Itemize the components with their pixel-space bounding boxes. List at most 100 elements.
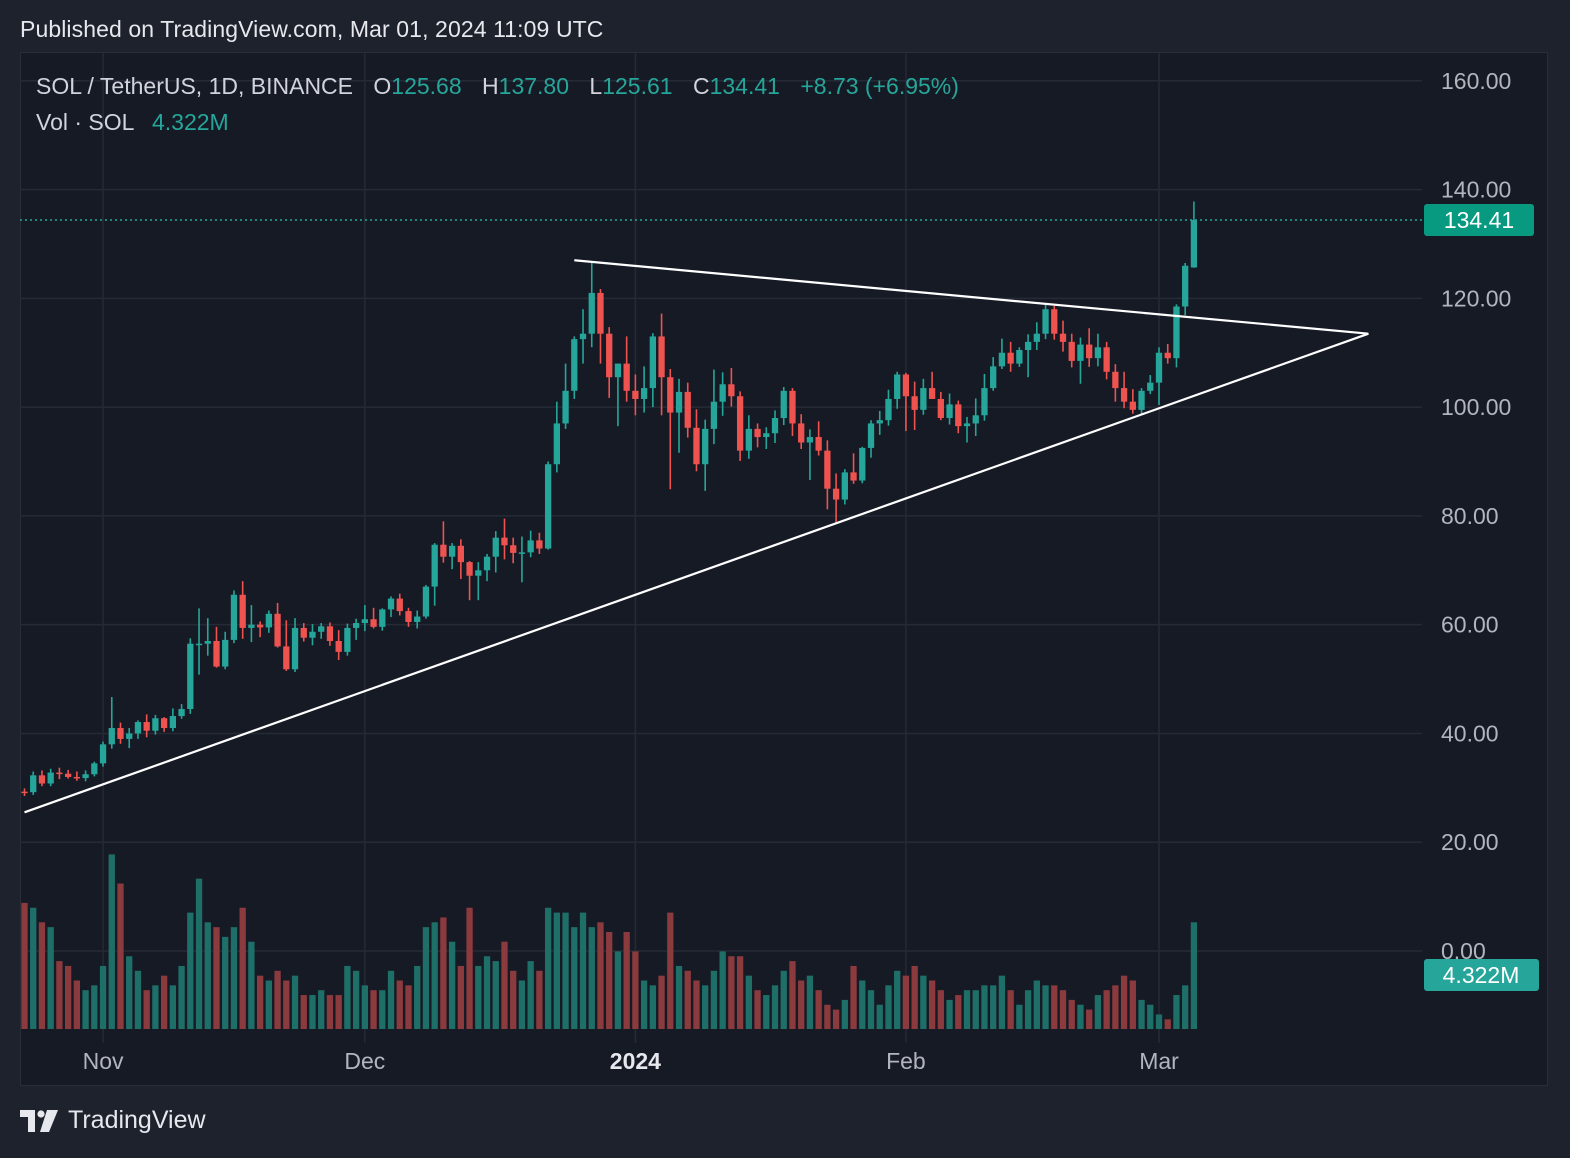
volume-bar	[754, 990, 761, 1029]
candle-body	[1103, 347, 1110, 372]
volume-label[interactable]: Vol · SOL	[36, 109, 134, 135]
time-axis[interactable]: Nov Dec 2024 Feb Mar	[83, 1048, 1180, 1074]
candle-body	[955, 404, 962, 427]
volume-bar	[422, 927, 430, 1029]
candle-body	[771, 418, 779, 434]
candle-body	[1147, 382, 1154, 391]
candle-body	[187, 643, 194, 709]
candle-body	[117, 728, 124, 739]
volume-bar	[134, 970, 142, 1029]
volume-bar	[859, 980, 866, 1029]
candle-body	[1112, 371, 1119, 389]
volume-bar	[256, 975, 264, 1029]
volume-bar	[169, 985, 176, 1029]
volume-bar	[283, 980, 290, 1029]
candle-body	[1007, 352, 1014, 364]
candle-body	[108, 728, 115, 745]
candle-body	[789, 390, 796, 424]
candle-body	[134, 722, 142, 734]
volume-bar	[990, 985, 997, 1029]
trendline	[574, 259, 1369, 335]
volume-bar	[440, 917, 447, 1029]
volume-bar	[248, 941, 255, 1029]
candle-body	[675, 391, 683, 413]
volume-bar	[1120, 975, 1128, 1029]
volume-bar	[806, 975, 814, 1029]
volume-bar	[1138, 999, 1145, 1029]
volume-bar	[510, 970, 517, 1029]
volume-bar	[379, 990, 386, 1029]
candle-body	[632, 390, 639, 399]
price-tick-label: 60.00	[1441, 612, 1499, 638]
volume-badge-text: 4.322M	[1443, 962, 1520, 988]
volume-bar	[30, 907, 37, 1029]
volume-bar	[274, 970, 281, 1029]
volume-bar	[728, 956, 735, 1029]
candle-body	[222, 639, 229, 667]
volume-bar	[632, 951, 639, 1029]
volume-bar	[675, 965, 683, 1029]
volume-bar	[1077, 1004, 1084, 1029]
price-tick-label: 20.00	[1441, 829, 1499, 855]
volume-bar	[361, 985, 368, 1029]
candle-body	[963, 423, 971, 427]
candle-body	[946, 404, 953, 419]
candle-body	[710, 401, 718, 429]
candle-body	[1173, 306, 1180, 359]
trendlines[interactable]	[24, 259, 1369, 814]
candle-body	[824, 450, 831, 489]
candle-body	[998, 352, 1006, 367]
volume-bar	[318, 990, 325, 1029]
candle-body	[527, 540, 534, 553]
volume-bar	[187, 912, 194, 1029]
candle-body	[623, 363, 630, 391]
volume-bar	[693, 980, 700, 1029]
candle-body	[1155, 352, 1163, 383]
candle-body	[640, 388, 648, 399]
candle-body	[562, 390, 569, 424]
volume-bar	[1190, 922, 1198, 1029]
symbol-label[interactable]: SOL / TetherUS, 1D, BINANCE	[36, 73, 354, 99]
volume-bar	[91, 985, 98, 1029]
volume-bar	[597, 922, 604, 1029]
open-label: O	[373, 73, 392, 99]
trendline	[24, 332, 1369, 814]
volume-bar	[38, 922, 46, 1029]
candle-body	[1182, 265, 1189, 307]
volume-bar	[222, 936, 229, 1029]
candle-body	[850, 472, 857, 481]
candle-body	[1138, 390, 1145, 410]
price-axis[interactable]: 160.00 140.00 120.00 100.00 80.00 60.00 40.00 2…	[1441, 68, 1511, 964]
volume-bar	[143, 990, 150, 1029]
volume-bar	[780, 970, 787, 1029]
candle-body	[736, 396, 744, 451]
candle-body	[265, 613, 272, 628]
volume-bar	[178, 965, 185, 1029]
volume-bar	[527, 961, 534, 1029]
volume-bar	[309, 995, 316, 1029]
volume-bar	[501, 941, 508, 1029]
volume-bar	[684, 970, 691, 1029]
candle-body	[972, 415, 979, 424]
volume-bar	[1059, 990, 1067, 1029]
candle-body	[99, 744, 107, 764]
volume-bar	[1094, 995, 1102, 1029]
candle-body	[326, 626, 334, 641]
candlesticks	[21, 201, 1198, 796]
candle-body	[1068, 341, 1075, 361]
tradingview-logo-icon	[20, 1109, 58, 1132]
candle-body	[911, 396, 918, 410]
volume-bar	[972, 990, 979, 1029]
candle-body	[754, 428, 761, 438]
volume-bar	[902, 975, 910, 1029]
volume-legend-row: Vol · SOL 4.322M	[36, 108, 959, 144]
candle-body	[82, 774, 89, 779]
candle-body	[492, 537, 499, 557]
volume-bar	[850, 965, 857, 1029]
close-value: 134.41	[709, 73, 780, 99]
candle-body	[143, 722, 150, 731]
candle-body	[920, 388, 927, 410]
volume-bar	[832, 1009, 840, 1029]
candle-body	[571, 339, 578, 391]
